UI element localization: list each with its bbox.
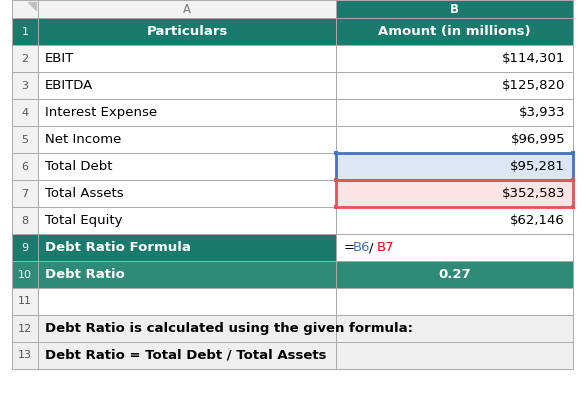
Bar — [336, 288, 573, 315]
Text: 9: 9 — [22, 243, 29, 253]
Text: $352,583: $352,583 — [501, 187, 565, 200]
Bar — [12, 153, 38, 180]
Bar — [38, 153, 336, 180]
Text: B: B — [450, 2, 459, 16]
Bar — [12, 288, 38, 315]
Text: 2: 2 — [22, 54, 29, 63]
Bar — [38, 18, 336, 45]
Text: B6: B6 — [353, 241, 370, 254]
Text: Total Assets: Total Assets — [45, 187, 124, 200]
Text: Particulars: Particulars — [146, 25, 228, 38]
Bar — [334, 205, 338, 209]
Text: 1: 1 — [22, 26, 29, 37]
Bar — [336, 45, 573, 72]
Bar — [38, 288, 336, 315]
Bar — [38, 126, 336, 153]
Bar — [12, 0, 38, 18]
Text: 5: 5 — [22, 134, 29, 145]
Text: 6: 6 — [22, 162, 29, 171]
Bar — [571, 151, 575, 155]
Bar — [12, 18, 38, 45]
Bar — [12, 315, 38, 342]
Text: $96,995: $96,995 — [510, 133, 565, 146]
Bar — [336, 180, 573, 207]
Bar — [12, 234, 38, 261]
Bar — [38, 45, 336, 72]
Bar — [12, 207, 38, 234]
Bar — [38, 207, 336, 234]
Bar — [336, 126, 573, 153]
Bar — [336, 72, 573, 99]
Bar — [334, 178, 338, 182]
Bar — [336, 180, 573, 207]
Bar — [12, 342, 38, 369]
Bar — [38, 234, 336, 261]
Bar — [336, 153, 573, 180]
Text: $62,146: $62,146 — [510, 214, 565, 227]
Bar — [12, 45, 38, 72]
Polygon shape — [28, 2, 36, 10]
Text: 11: 11 — [18, 297, 32, 307]
Text: 12: 12 — [18, 323, 32, 333]
Bar — [336, 234, 573, 261]
Bar — [38, 315, 336, 342]
Bar — [336, 0, 573, 18]
Text: $3,933: $3,933 — [518, 106, 565, 119]
Text: B7: B7 — [377, 241, 394, 254]
Text: Net Income: Net Income — [45, 133, 122, 146]
Bar — [38, 342, 336, 369]
Bar — [38, 180, 336, 207]
Bar — [12, 180, 38, 207]
Text: Total Equity: Total Equity — [45, 214, 123, 227]
Text: 13: 13 — [18, 351, 32, 360]
Bar — [571, 178, 575, 182]
Bar — [336, 18, 573, 45]
Bar — [336, 99, 573, 126]
Bar — [38, 0, 336, 18]
Bar — [336, 153, 573, 180]
Bar — [571, 205, 575, 209]
Text: EBIT: EBIT — [45, 52, 74, 65]
Bar — [38, 72, 336, 99]
Text: A: A — [183, 2, 191, 16]
Text: 4: 4 — [22, 108, 29, 117]
Text: $114,301: $114,301 — [502, 52, 565, 65]
Text: 8: 8 — [22, 215, 29, 225]
Bar — [334, 151, 338, 155]
Text: Interest Expense: Interest Expense — [45, 106, 157, 119]
Text: 3: 3 — [22, 80, 29, 91]
Bar — [12, 261, 38, 288]
Bar — [12, 126, 38, 153]
Text: 0.27: 0.27 — [438, 268, 471, 281]
Text: Total Debt: Total Debt — [45, 160, 113, 173]
Text: $125,820: $125,820 — [502, 79, 565, 92]
Bar — [571, 178, 575, 182]
Text: 10: 10 — [18, 269, 32, 279]
Bar — [12, 99, 38, 126]
Text: =: = — [344, 241, 355, 254]
Text: Debt Ratio is calculated using the given formula:: Debt Ratio is calculated using the given… — [45, 322, 413, 335]
Bar — [38, 261, 336, 288]
Text: 7: 7 — [22, 189, 29, 199]
Bar — [336, 315, 573, 342]
Text: Debt Ratio: Debt Ratio — [45, 268, 125, 281]
Text: Amount (in millions): Amount (in millions) — [378, 25, 531, 38]
Bar — [336, 261, 573, 288]
Text: Debt Ratio Formula: Debt Ratio Formula — [45, 241, 191, 254]
Bar — [38, 99, 336, 126]
Bar — [336, 207, 573, 234]
Bar — [336, 342, 573, 369]
Text: $95,281: $95,281 — [510, 160, 565, 173]
Text: EBITDA: EBITDA — [45, 79, 93, 92]
Bar — [12, 72, 38, 99]
Bar — [334, 178, 338, 182]
Text: /: / — [369, 241, 373, 254]
Text: Debt Ratio = Total Debt / Total Assets: Debt Ratio = Total Debt / Total Assets — [45, 349, 326, 362]
